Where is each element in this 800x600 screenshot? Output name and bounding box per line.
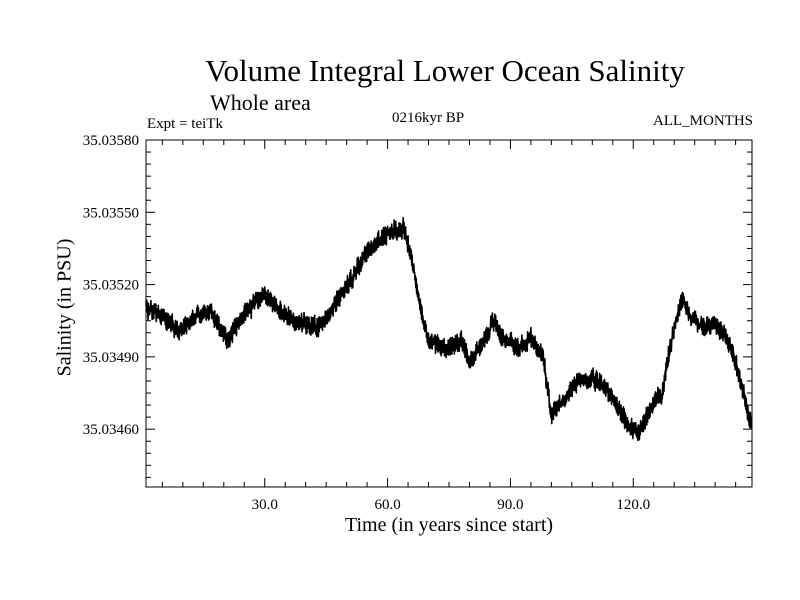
x-tick-label: 120.0 [616, 497, 650, 513]
period-label: 0216kyr BP [392, 110, 465, 126]
x-tick-label: 90.0 [497, 497, 523, 513]
y-tick-label: 35.03520 [83, 278, 139, 294]
x-axis-ticks: 30.0 60.0 90.0 120.0 [161, 140, 737, 513]
x-tick-label: 60.0 [374, 497, 400, 513]
chart-subtitle: Whole area [210, 90, 311, 115]
y-axis-ticks: 35.03460 35.03490 35.03520 35.03550 35.03580 [83, 133, 752, 478]
y-tick-label: 35.03460 [83, 422, 139, 438]
y-tick-label: 35.03580 [83, 133, 139, 149]
x-axis-label: Time (in years since start) [344, 514, 554, 536]
experiment-label: Expt = teiTk [147, 116, 223, 132]
plot-frame [145, 139, 753, 488]
x-tick-label: 30.0 [252, 497, 278, 513]
salinity-series-line [145, 217, 753, 442]
months-label: ALL_MONTHS [653, 113, 753, 129]
y-tick-label: 35.03550 [83, 205, 139, 221]
y-tick-label: 35.03490 [83, 350, 139, 366]
y-axis-label: Salinity (in PSU) [53, 238, 76, 377]
chart-title: Volume Integral Lower Ocean Salinity [205, 53, 685, 88]
